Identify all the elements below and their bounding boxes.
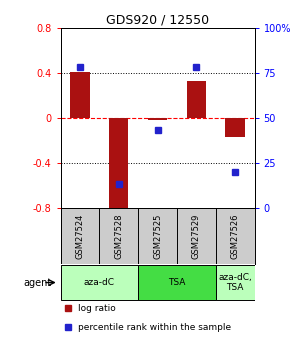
Bar xyxy=(187,81,206,118)
Text: log ratio: log ratio xyxy=(78,304,116,313)
Bar xyxy=(109,118,128,216)
Bar xyxy=(148,118,167,120)
Text: percentile rank within the sample: percentile rank within the sample xyxy=(78,323,231,332)
Text: aza-dC: aza-dC xyxy=(84,278,115,287)
Text: agent: agent xyxy=(24,277,52,287)
Text: GSM27524: GSM27524 xyxy=(75,213,85,259)
Text: GSM27528: GSM27528 xyxy=(114,213,123,259)
Bar xyxy=(225,118,245,137)
Bar xyxy=(70,71,90,118)
Bar xyxy=(216,265,255,300)
Text: GSM27526: GSM27526 xyxy=(231,213,240,259)
Text: GSM27525: GSM27525 xyxy=(153,213,162,259)
Bar xyxy=(138,265,216,300)
Text: aza-dC,
TSA: aza-dC, TSA xyxy=(218,273,252,292)
Title: GDS920 / 12550: GDS920 / 12550 xyxy=(106,13,209,27)
Text: TSA: TSA xyxy=(168,278,186,287)
Bar xyxy=(61,265,138,300)
Text: GSM27529: GSM27529 xyxy=(192,213,201,259)
